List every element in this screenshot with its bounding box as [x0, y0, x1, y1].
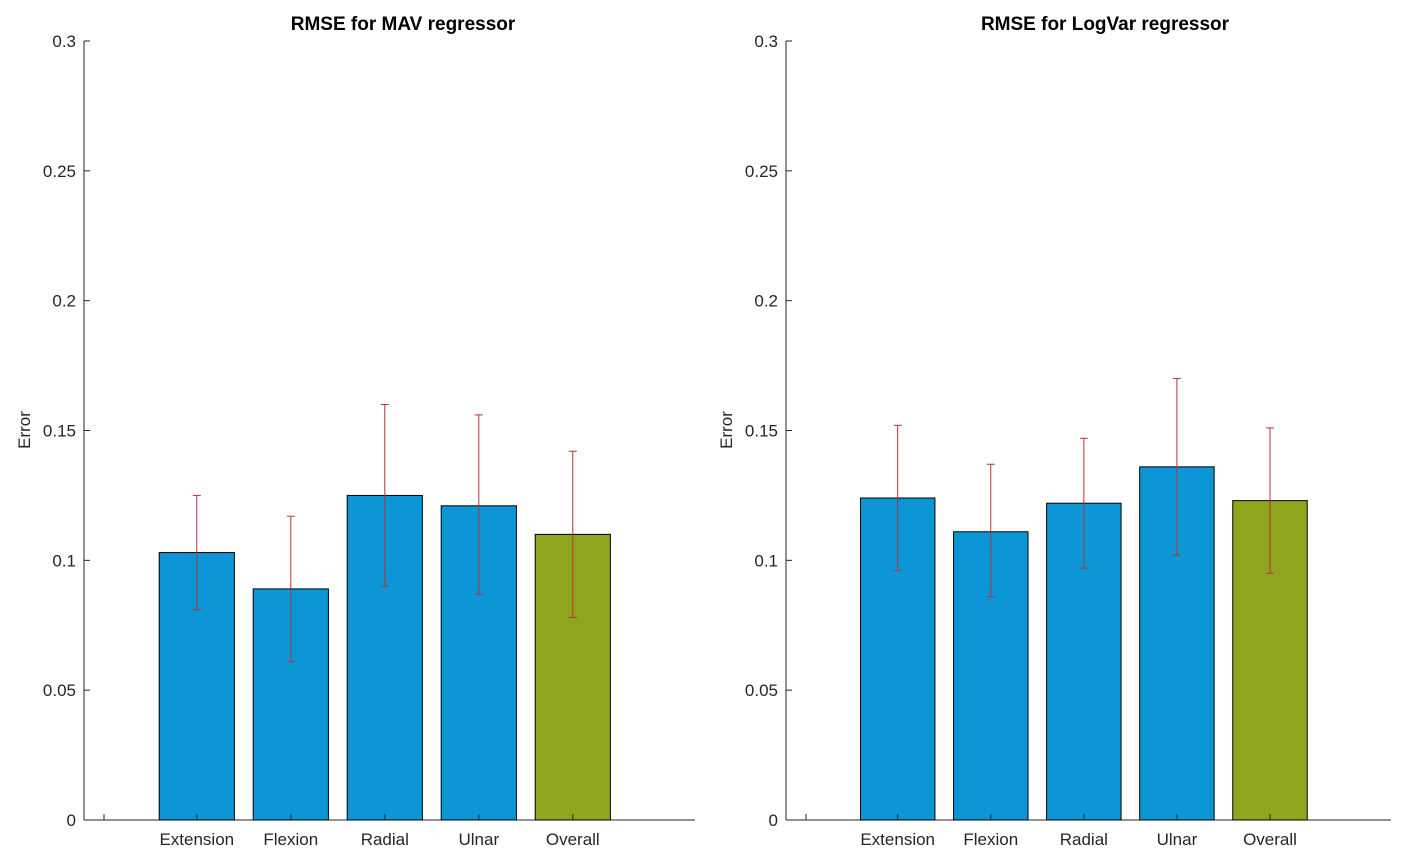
x-tick-label: Overall [1243, 830, 1297, 849]
logvar-chart-marks: 0 0.05 0.1 0.15 0.2 0.25 0.3 Extension Flexion Ra… [745, 32, 1391, 849]
y-tick-label: 0.1 [52, 551, 76, 570]
y-tick-label: 0.2 [754, 292, 778, 311]
y-tick-label: 0.25 [43, 162, 76, 181]
y-tick-label: 0 [769, 811, 778, 830]
chart-title: RMSE for LogVar regressor [981, 14, 1230, 35]
y-tick-label: 0 [67, 811, 76, 830]
x-tick-label: Flexion [263, 830, 318, 849]
error-bar-overall [568, 450, 577, 618]
error-bar-ulnar [1172, 378, 1181, 556]
y-axis-label: Error [717, 411, 736, 449]
x-tick-label: Ulnar [458, 830, 499, 849]
y-tick-label: 0.15 [745, 422, 778, 441]
error-bar-radial [380, 404, 389, 587]
error-bar-extension [192, 494, 201, 611]
y-tick-label: 0.05 [745, 681, 778, 700]
mav-chart-marks: 0 0.05 0.1 0.15 0.2 0.25 0.3 Extension Flexion Ra… [43, 32, 695, 849]
x-tick-label: Extension [860, 830, 935, 849]
y-tick-label: 0.2 [52, 292, 76, 311]
x-tick-label: Flexion [963, 830, 1018, 849]
y-tick-label: 0.1 [754, 551, 778, 570]
x-tick-label: Radial [361, 830, 409, 849]
x-tick-label: Ulnar [1157, 830, 1198, 849]
error-bar-overall [1266, 427, 1274, 574]
error-bar-extension [893, 424, 902, 572]
error-bar-ulnar [474, 414, 483, 595]
y-tick-label: 0.3 [52, 32, 76, 51]
chart-title: RMSE for MAV regressor [291, 14, 516, 35]
error-bar-flexion [286, 515, 295, 663]
y-tick-label: 0.25 [745, 162, 778, 181]
error-bar-flexion [986, 463, 995, 598]
y-tick-label: 0.3 [754, 32, 778, 51]
x-tick-label: Radial [1060, 830, 1108, 849]
y-axis-label: Error [15, 411, 34, 449]
error-bar-radial [1079, 437, 1088, 569]
y-tick-label: 0.05 [43, 681, 76, 700]
x-tick-label: Extension [159, 830, 234, 849]
mav-chart-panel: RMSE for MAV regressor Error 0 0.05 0.1 0.1… [15, 14, 695, 849]
x-tick-label: Overall [546, 830, 600, 849]
logvar-chart-panel: RMSE for LogVar regressor Error 0 0.05 0.1… [717, 14, 1391, 849]
y-tick-label: 0.15 [43, 422, 76, 441]
